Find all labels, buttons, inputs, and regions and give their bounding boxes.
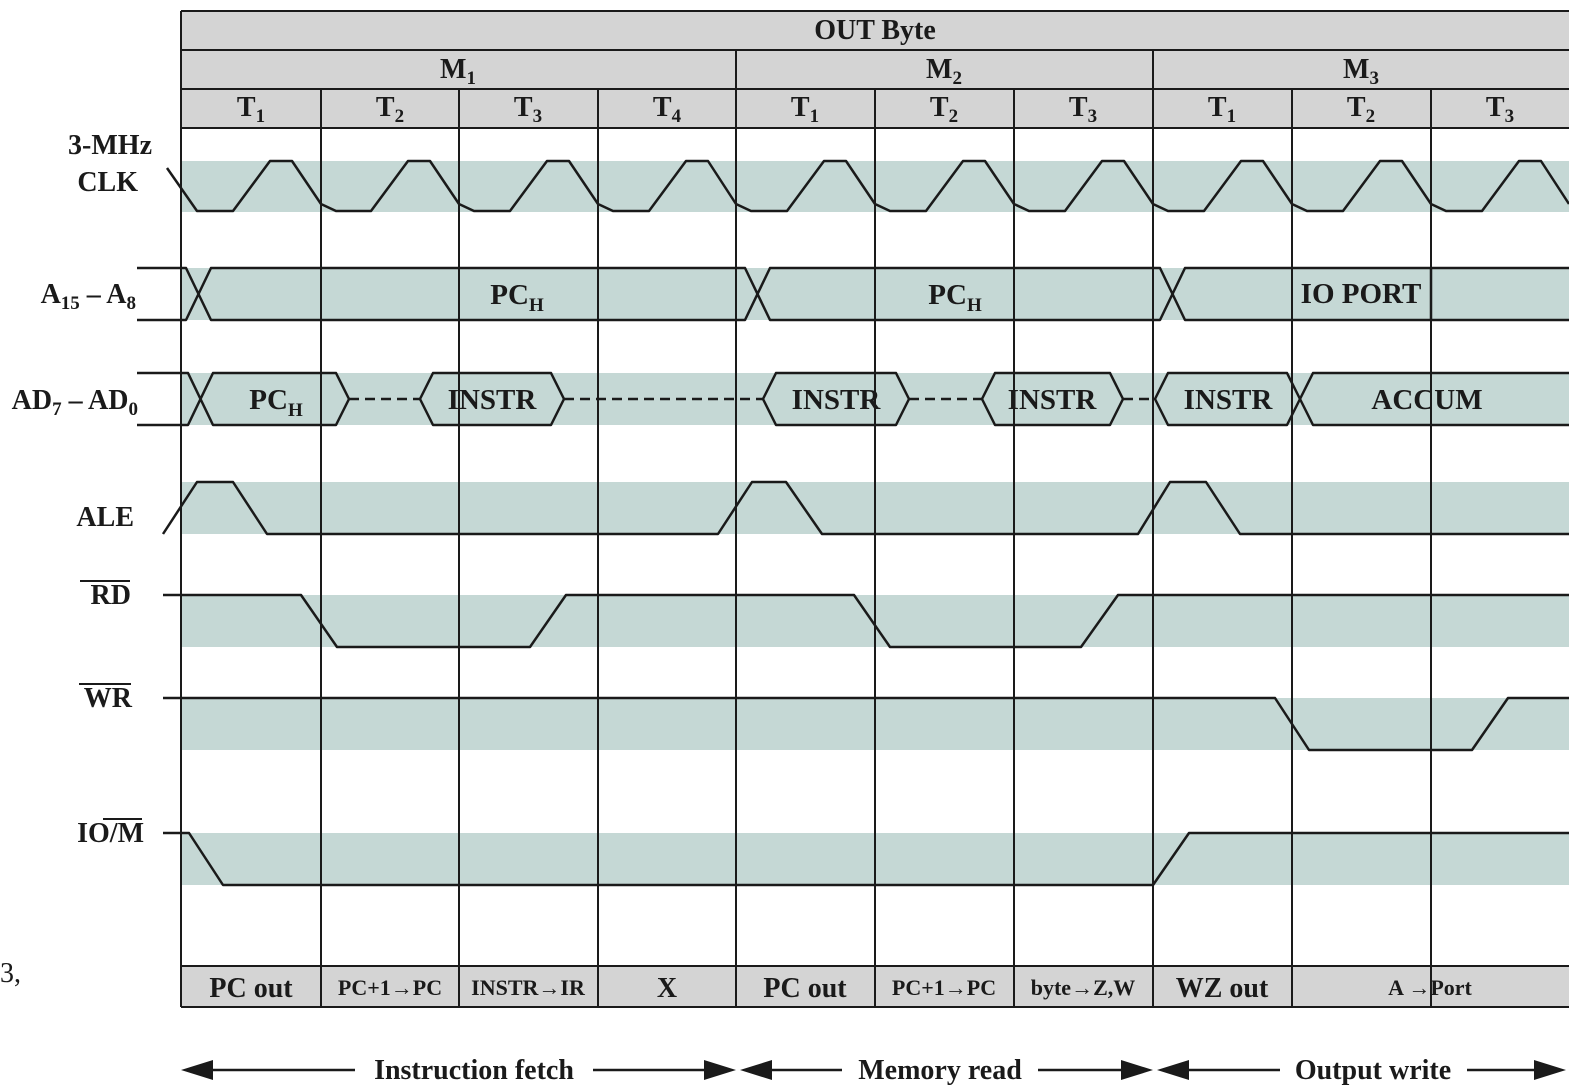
- bus-value-pch-m2: PCH: [928, 279, 982, 316]
- state-m2-t3: T3: [1069, 92, 1097, 127]
- state-m3-t3: T3: [1486, 92, 1514, 127]
- state-m1-t2: T2: [376, 92, 404, 127]
- bus-value-io-port: IO PORT: [1301, 278, 1422, 310]
- wr-waveform: [163, 696, 1569, 752]
- arrowhead-1-left: [181, 1060, 213, 1080]
- phase-output-write: Output write: [1295, 1055, 1451, 1086]
- ale-waveform: [161, 480, 1569, 536]
- state-m2-t2: T2: [930, 92, 958, 127]
- arrowhead-1-right: [704, 1060, 736, 1080]
- operation-x: X: [657, 973, 677, 1004]
- state-m1-t3: T3: [514, 92, 542, 127]
- state-m1-t1: T1: [237, 92, 265, 127]
- bus-value-pch-ad: PCH: [249, 384, 303, 421]
- signal-label-clk-freq: 3-MHz: [68, 130, 152, 161]
- signal-label-addr-lo: AD7 – AD0: [12, 385, 138, 420]
- edge-text-fragment: 3,: [0, 958, 21, 989]
- signal-label-clk: CLK: [77, 167, 138, 198]
- bus-value-instr-2: INSTR: [792, 384, 882, 416]
- rd-waveform: [163, 593, 1569, 649]
- state-m2-t1: T1: [791, 92, 819, 127]
- signal-label-addr-hi: A15 – A8: [41, 279, 136, 314]
- operation-wz-out: WZ out: [1176, 973, 1269, 1004]
- clk-waveform: [165, 159, 1569, 213]
- signal-label-ale: ALE: [76, 502, 134, 533]
- machine-cycle-m1: M1: [440, 54, 476, 89]
- diagram-title: OUT Byte: [814, 15, 936, 46]
- operation-instr-to-ir: INSTR→IR: [471, 975, 586, 1000]
- signal-label-rd: RD: [91, 580, 131, 611]
- operation-byte-to-zw: byte→Z,W: [1031, 975, 1136, 1000]
- signal-label-wr: WR: [84, 683, 133, 714]
- operation-pc-increment-1: PC+1→PC: [338, 975, 442, 1000]
- arrowhead-2-left: [740, 1060, 772, 1080]
- state-m3-t2: T2: [1347, 92, 1375, 127]
- operation-pc-out-2: PC out: [763, 973, 847, 1004]
- signal-label-iom: IO/M: [77, 818, 144, 849]
- phase-memory-read: Memory read: [858, 1055, 1022, 1086]
- bus-value-instr-1: INSTR: [448, 384, 538, 416]
- operation-pc-increment-2: PC+1→PC: [892, 975, 996, 1000]
- machine-cycle-m2: M2: [926, 54, 962, 89]
- phase-instruction-fetch: Instruction fetch: [374, 1055, 574, 1086]
- arrowhead-3-left: [1157, 1060, 1189, 1080]
- iom-waveform: [163, 831, 1569, 887]
- operation-a-to-port: A →Port: [1388, 975, 1472, 1000]
- addr-hi-bus-bottom: [137, 266, 1569, 322]
- bus-value-instr-3: INSTR: [1008, 384, 1098, 416]
- operation-pc-out-1: PC out: [209, 973, 293, 1004]
- arrowhead-3-right: [1534, 1060, 1566, 1080]
- state-m1-t4: T4: [653, 92, 682, 127]
- arrowhead-2-right: [1121, 1060, 1153, 1080]
- machine-cycle-m3: M3: [1343, 54, 1379, 89]
- bus-value-accum: ACCUM: [1371, 384, 1482, 416]
- bus-value-instr-4: INSTR: [1184, 384, 1274, 416]
- addr-lo-instr-box-4: [1153, 371, 1302, 427]
- state-m3-t1: T1: [1208, 92, 1236, 127]
- bus-value-pch-m1: PCH: [490, 279, 544, 316]
